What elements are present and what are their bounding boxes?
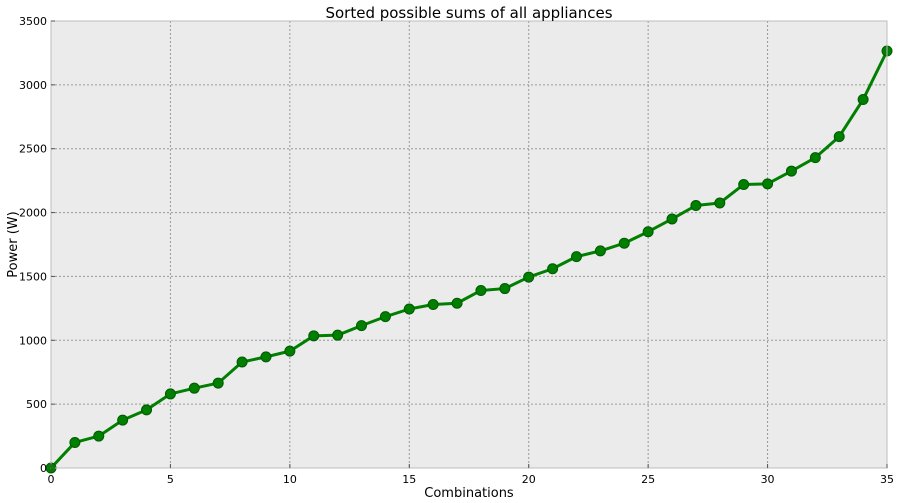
data-point (809, 152, 821, 164)
x-tick-label: 0 (48, 473, 55, 486)
x-tick-label: 25 (641, 473, 655, 486)
data-point (379, 311, 391, 323)
plot-frame (50, 20, 888, 469)
data-point (141, 404, 153, 416)
y-axis-label: Power (W) (6, 211, 21, 277)
chart-title: Sorted possible sums of all appliances (325, 4, 612, 22)
y-tick-label: 2000 (19, 207, 47, 220)
tick-layer: 0 5 10 15 20 25 30 35 0 500 1000 1500 2000 2500 3000 35… (19, 15, 894, 486)
x-tick-label: 35 (880, 473, 894, 486)
data-point (594, 245, 606, 257)
data-point (475, 284, 487, 296)
plot-area (51, 21, 887, 468)
data-point (857, 94, 869, 106)
data-point (236, 356, 248, 368)
y-tick-label: 3500 (19, 15, 47, 28)
x-tick-label: 30 (761, 473, 775, 486)
data-point (403, 303, 415, 315)
data-point (523, 271, 535, 283)
data-point (332, 329, 344, 341)
data-point (117, 414, 129, 426)
y-tick-label: 1000 (19, 334, 47, 347)
data-point (690, 200, 702, 212)
x-tick-label: 5 (167, 473, 174, 486)
data-point (738, 178, 750, 190)
x-tick-label: 10 (283, 473, 297, 486)
data-point (308, 330, 320, 342)
y-tick-label: 3000 (19, 79, 47, 92)
series-layer (45, 45, 893, 474)
data-point (427, 299, 439, 311)
data-point (618, 237, 630, 249)
data-point (212, 377, 224, 389)
data-point (833, 131, 845, 143)
data-point (451, 297, 463, 309)
x-tick-label: 15 (402, 473, 416, 486)
data-point (570, 251, 582, 263)
data-point (547, 263, 559, 275)
y-tick-label: 2500 (19, 143, 47, 156)
data-point (93, 430, 105, 442)
data-point (188, 382, 200, 394)
data-point (284, 345, 296, 357)
data-point (69, 436, 81, 448)
data-point (714, 197, 726, 209)
data-point (260, 351, 272, 363)
data-point (356, 320, 368, 332)
data-point (164, 388, 176, 400)
y-tick-label: 1500 (19, 270, 47, 283)
data-point (785, 165, 797, 177)
data-point (762, 178, 774, 190)
data-point (499, 283, 511, 295)
x-tick-label: 20 (522, 473, 536, 486)
y-tick-label: 0 (40, 462, 47, 475)
data-point (642, 226, 654, 238)
data-point (666, 213, 678, 225)
x-axis-label: Combinations (424, 486, 514, 501)
y-tick-label: 500 (26, 398, 47, 411)
